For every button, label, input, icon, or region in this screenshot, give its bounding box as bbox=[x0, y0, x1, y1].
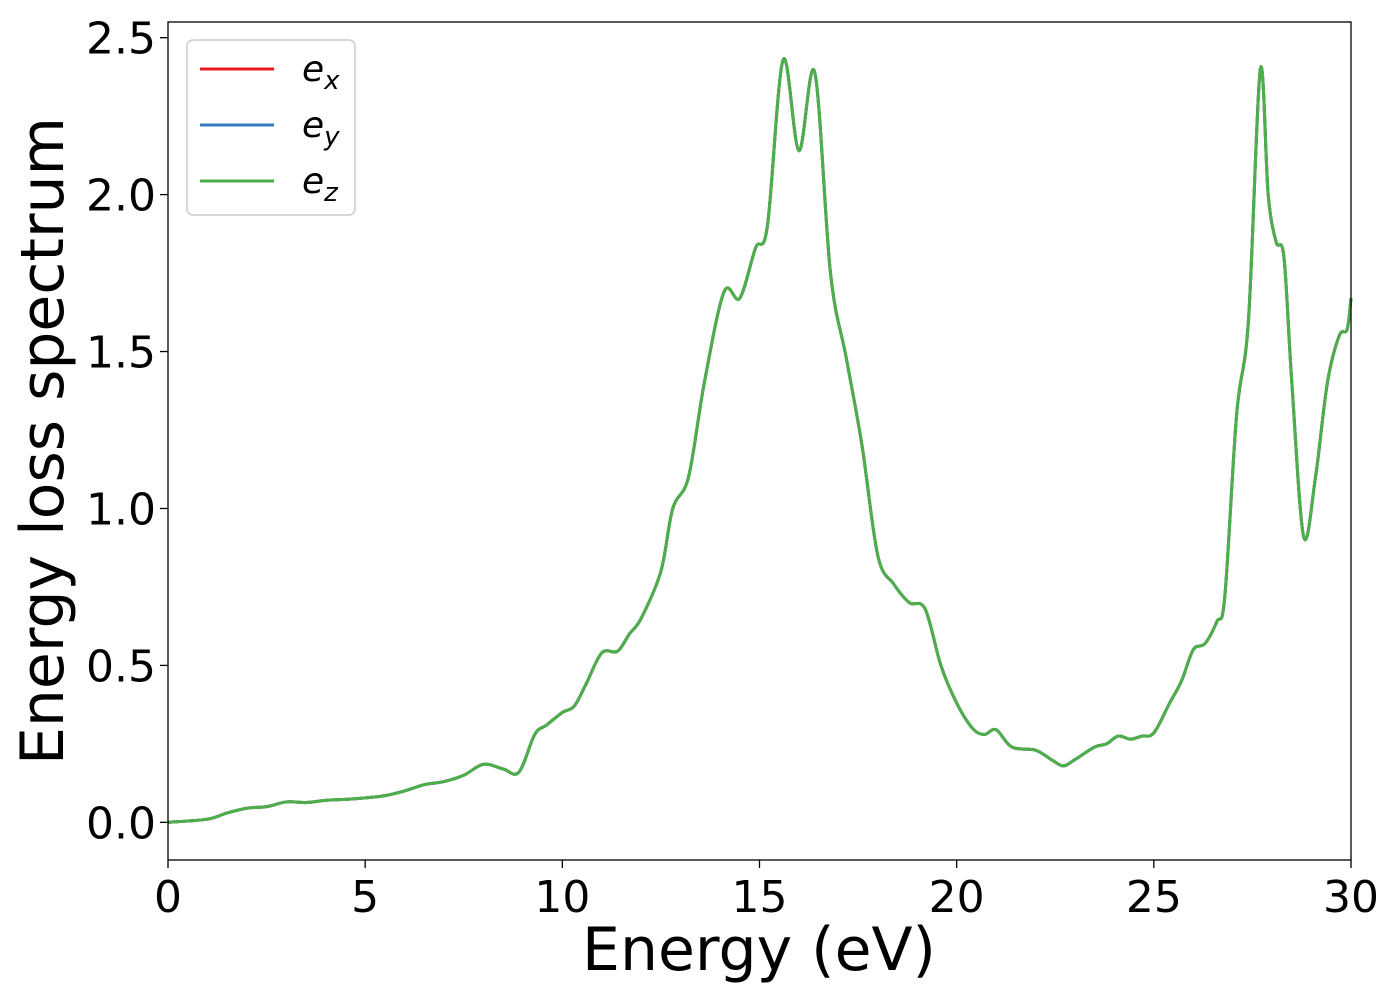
x-axis-title: Energy (eV) bbox=[582, 915, 936, 985]
legend-label-x: ex bbox=[302, 49, 340, 96]
legend-box bbox=[186, 39, 356, 216]
y-tick-label: 2.5 bbox=[86, 14, 156, 65]
x-tick-label: 30 bbox=[1323, 872, 1379, 923]
y-tick-label: 1.5 bbox=[86, 328, 156, 379]
x-tick-label: 0 bbox=[154, 872, 182, 923]
x-tick-label: 25 bbox=[1126, 872, 1182, 923]
x-axis: 0 5 10 15 20 25 30 bbox=[154, 860, 1379, 923]
y-tick-label: 2.0 bbox=[86, 171, 156, 222]
x-tick-label: 20 bbox=[929, 872, 985, 923]
legend: ex ey ez bbox=[186, 39, 356, 216]
legend-label-y: ey bbox=[302, 105, 340, 152]
y-tick-label: 0.5 bbox=[86, 641, 156, 692]
y-tick-label: 0.0 bbox=[86, 798, 156, 849]
y-axis: 0.0 0.5 1.0 1.5 2.0 2.5 bbox=[86, 14, 168, 849]
series-line-z bbox=[167, 57, 1353, 824]
x-tick-label: 15 bbox=[732, 872, 788, 923]
y-tick-label: 1.0 bbox=[86, 484, 156, 535]
series-layer bbox=[167, 57, 1353, 824]
x-tick-label: 10 bbox=[534, 872, 590, 923]
x-tick-label: 5 bbox=[351, 872, 379, 923]
y-axis-title: Energy loss spectrum bbox=[8, 117, 78, 765]
legend-label-z: ez bbox=[302, 161, 339, 208]
